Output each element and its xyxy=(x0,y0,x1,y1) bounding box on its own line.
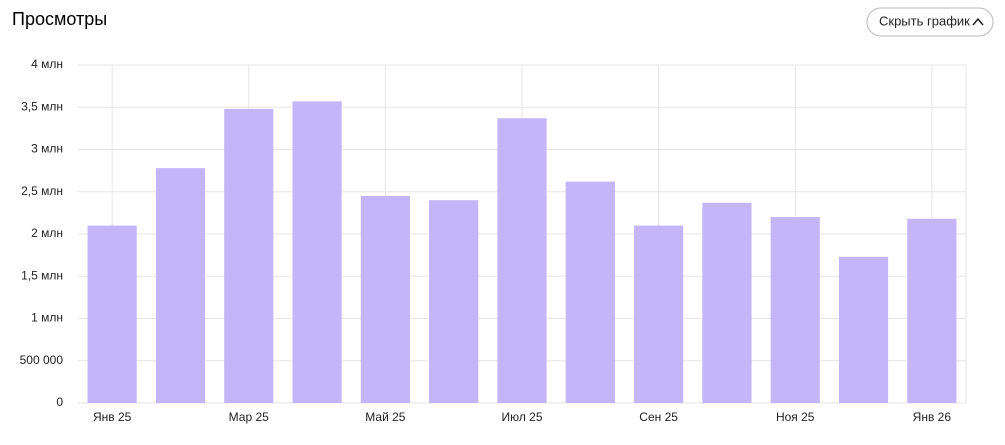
y-tick-label: 3,5 млн xyxy=(21,99,63,113)
bar xyxy=(360,195,410,403)
bar xyxy=(429,200,479,403)
bar xyxy=(155,168,206,403)
x-tick-label: Май 25 xyxy=(365,410,406,424)
button-frame[interactable] xyxy=(866,7,994,37)
y-tick-label: 0 xyxy=(56,395,63,409)
bar xyxy=(497,118,547,404)
x-tick-label: Сен 25 xyxy=(639,410,678,424)
y-tick-label: 3 млн xyxy=(31,142,63,156)
y-tick-label: 2,5 млн xyxy=(21,184,63,198)
y-tick-label: 1,5 млн xyxy=(21,268,63,282)
y-tick-label: 2 млн xyxy=(31,226,63,240)
bar xyxy=(770,217,820,403)
chevron-icon[interactable] xyxy=(972,17,984,26)
bar xyxy=(634,225,684,403)
x-tick-label: Янв 26 xyxy=(913,410,952,424)
bar xyxy=(907,218,957,403)
toggle-button[interactable]: Скрыть график xyxy=(866,7,994,37)
bar xyxy=(565,181,615,403)
y-tick-label: 500 000 xyxy=(20,353,64,367)
chart-title: Просмотры xyxy=(12,9,107,29)
x-tick-label: Ноя 25 xyxy=(776,410,815,424)
y-tick-label: 4 млн xyxy=(31,57,63,71)
x-tick-label: Мар 25 xyxy=(229,410,269,424)
bar xyxy=(838,256,889,403)
x-tick-label: Июл 25 xyxy=(501,410,542,424)
bar xyxy=(702,202,752,403)
bar xyxy=(292,101,342,404)
bar xyxy=(224,108,274,403)
x-tick-label: Янв 25 xyxy=(93,410,132,424)
y-tick-label: 1 млн xyxy=(31,311,63,325)
bar xyxy=(87,225,137,403)
button-label[interactable]: Скрыть график xyxy=(879,13,970,28)
